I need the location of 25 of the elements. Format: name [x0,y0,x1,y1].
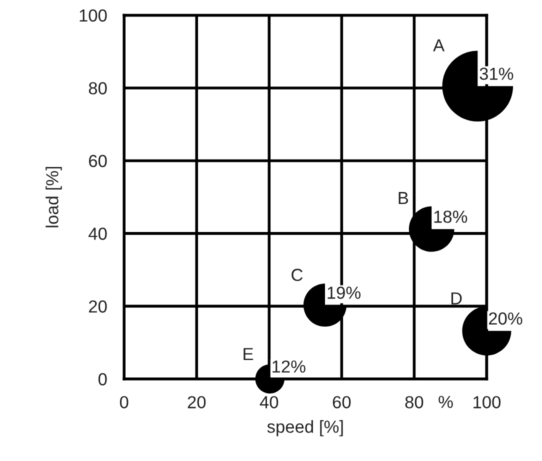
series-label: C [292,268,303,282]
annotation: 20% [488,312,522,325]
annotation: 12% [272,360,306,373]
y-tick-label: 100 [80,9,107,22]
x-tick-label: 100 [474,396,501,408]
x-tick-label: 80 [405,396,424,408]
annotation: 31% [480,68,514,80]
y-tick-label: 20 [89,300,107,313]
series-label: A [433,39,445,52]
y-axis-title: load [%] [46,166,62,228]
annotation: 18% [434,210,468,223]
x-axis-title: speed [%] [267,420,343,436]
series-label: E [244,348,254,360]
x-tick-label: 40 [260,396,278,408]
series-label: D [451,292,462,304]
y-tick-label: 0 [98,373,107,386]
y-tick-label: 40 [88,228,107,240]
series-label: B [398,192,408,204]
y-tick-label: 80 [88,82,107,94]
x-tick-label: 0 [120,396,128,408]
text: % [438,396,453,408]
y-tick-label: 60 [89,154,107,168]
x-tick-label: 60 [332,396,351,408]
x-tick-label: 20 [188,396,206,408]
annotation: 19% [328,286,361,299]
